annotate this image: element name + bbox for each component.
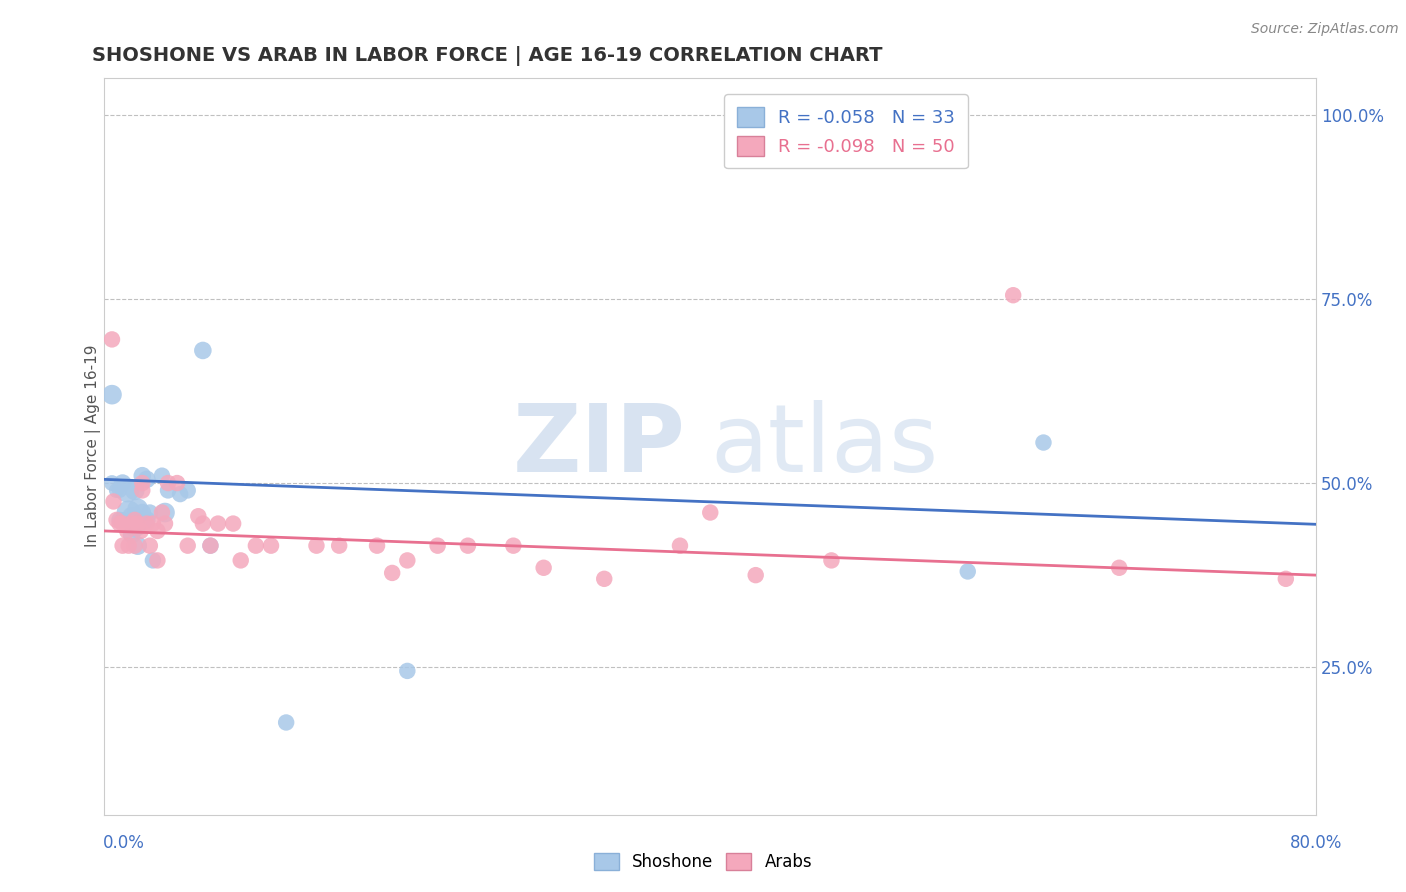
Point <box>191 343 214 358</box>
Point <box>103 494 125 508</box>
Point <box>169 487 191 501</box>
Point <box>956 565 979 579</box>
Point <box>396 553 419 567</box>
Point <box>127 539 149 553</box>
Point <box>502 539 524 553</box>
Point <box>111 539 134 553</box>
Point <box>124 513 146 527</box>
Text: ZIP: ZIP <box>513 401 686 492</box>
Point <box>135 472 157 486</box>
Point <box>124 483 146 498</box>
Point <box>108 513 131 527</box>
Point <box>121 509 143 524</box>
Point <box>426 539 449 553</box>
Point <box>153 506 176 520</box>
Text: atlas: atlas <box>710 401 939 492</box>
Legend: R = -0.058   N = 33, R = -0.098   N = 50: R = -0.058 N = 33, R = -0.098 N = 50 <box>724 95 967 169</box>
Point <box>150 506 173 520</box>
Point <box>177 483 200 498</box>
Point <box>200 539 222 553</box>
Point <box>111 513 134 527</box>
Point <box>146 553 169 567</box>
Point <box>260 539 283 553</box>
Point <box>1108 561 1130 575</box>
Point <box>222 516 245 531</box>
Point <box>1275 572 1298 586</box>
Point <box>328 539 350 553</box>
Point <box>157 476 180 491</box>
Y-axis label: In Labor Force | Age 16-19: In Labor Force | Age 16-19 <box>86 345 101 548</box>
Point <box>305 539 328 553</box>
Point <box>101 476 124 491</box>
Point <box>101 332 124 346</box>
Text: 80.0%: 80.0% <box>1291 834 1343 852</box>
Point <box>366 539 388 553</box>
Point <box>111 516 134 531</box>
Point <box>101 387 124 401</box>
Point <box>820 553 842 567</box>
Point <box>117 539 139 553</box>
Point <box>115 524 138 538</box>
Point <box>1032 435 1054 450</box>
Point <box>207 516 229 531</box>
Point <box>146 524 169 538</box>
Point <box>457 539 479 553</box>
Point <box>135 513 157 527</box>
Point <box>108 483 131 498</box>
Point <box>135 516 157 531</box>
Point <box>117 506 139 520</box>
Point <box>111 476 134 491</box>
Point <box>108 516 131 531</box>
Point <box>744 568 766 582</box>
Point <box>105 483 128 498</box>
Point <box>669 539 692 553</box>
Point <box>115 483 138 498</box>
Point <box>131 483 153 498</box>
Point <box>593 572 616 586</box>
Point <box>150 468 173 483</box>
Point <box>381 566 404 580</box>
Point <box>127 501 149 516</box>
Point <box>121 527 143 541</box>
Point <box>157 483 180 498</box>
Point <box>200 539 222 553</box>
Text: 0.0%: 0.0% <box>103 834 145 852</box>
Point <box>127 520 149 534</box>
Point <box>131 476 153 491</box>
Point <box>166 476 188 491</box>
Point <box>177 539 200 553</box>
Point <box>121 516 143 531</box>
Point <box>396 664 419 678</box>
Point <box>187 509 209 524</box>
Point <box>139 506 162 520</box>
Point <box>124 539 146 553</box>
Point <box>124 520 146 534</box>
Point <box>699 506 721 520</box>
Point <box>131 468 153 483</box>
Point <box>191 516 214 531</box>
Point <box>153 516 176 531</box>
Point <box>131 506 153 520</box>
Point <box>129 524 152 538</box>
Point <box>139 539 162 553</box>
Point <box>276 715 298 730</box>
Point <box>127 516 149 531</box>
Text: Source: ZipAtlas.com: Source: ZipAtlas.com <box>1251 22 1399 37</box>
Point <box>142 553 165 567</box>
Point <box>1002 288 1025 302</box>
Point <box>229 553 252 567</box>
Point <box>245 539 267 553</box>
Point <box>105 513 128 527</box>
Legend: Shoshone, Arabs: Shoshone, Arabs <box>585 845 821 880</box>
Point <box>533 561 555 575</box>
Point <box>142 516 165 531</box>
Text: SHOSHONE VS ARAB IN LABOR FORCE | AGE 16-19 CORRELATION CHART: SHOSHONE VS ARAB IN LABOR FORCE | AGE 16… <box>93 46 883 66</box>
